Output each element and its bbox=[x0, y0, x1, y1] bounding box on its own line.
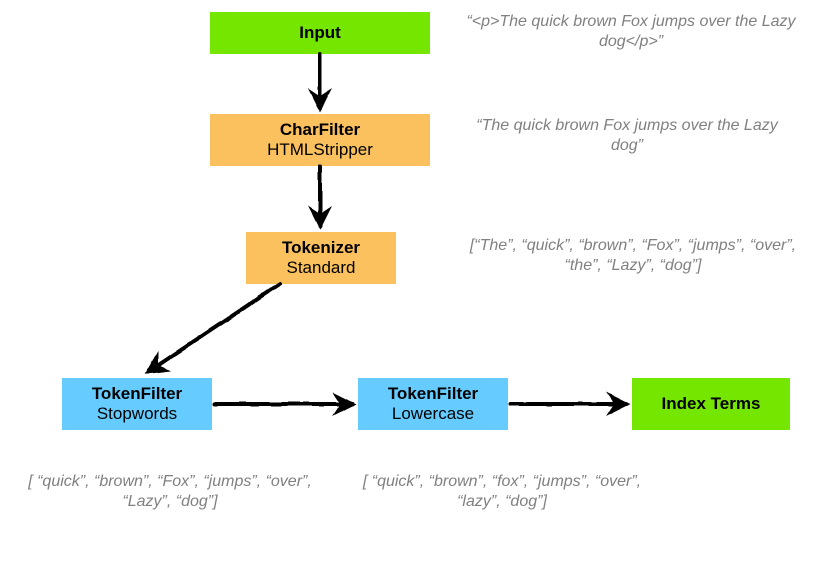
node-input: Input bbox=[210, 12, 430, 54]
annotation-lowercase: [ “quick”, “brown”, “fox”, “jumps”, “ove… bbox=[342, 472, 662, 512]
node-tokenizer: Tokenizer Standard bbox=[246, 232, 396, 284]
node-tokenizer-subtitle: Standard bbox=[246, 258, 396, 278]
node-stopwords-title: TokenFilter bbox=[62, 384, 212, 404]
node-lowercase: TokenFilter Lowercase bbox=[358, 378, 508, 430]
node-tokenizer-title: Tokenizer bbox=[246, 238, 396, 258]
node-charfilter: CharFilter HTMLStripper bbox=[210, 114, 430, 166]
node-lowercase-subtitle: Lowercase bbox=[358, 404, 508, 424]
node-charfilter-subtitle: HTMLStripper bbox=[210, 140, 430, 160]
edge-tokenizer-to-stopwords bbox=[148, 284, 280, 372]
node-charfilter-title: CharFilter bbox=[210, 120, 430, 140]
node-stopwords: TokenFilter Stopwords bbox=[62, 378, 212, 430]
annotation-stopwords: [ “quick”, “brown”, “Fox”, “jumps”, “ove… bbox=[10, 472, 330, 512]
node-lowercase-title: TokenFilter bbox=[358, 384, 508, 404]
annotation-charfilter: “The quick brown Fox jumps over the Lazy… bbox=[472, 116, 782, 156]
node-stopwords-subtitle: Stopwords bbox=[62, 404, 212, 424]
node-indexterms: Index Terms bbox=[632, 378, 790, 430]
node-input-title: Input bbox=[210, 23, 430, 43]
annotation-tokenizer: [“The”, “quick”, “brown”, “Fox”, “jumps”… bbox=[458, 236, 808, 276]
node-indexterms-title: Index Terms bbox=[632, 394, 790, 414]
annotation-input: “<p>The quick brown Fox jumps over the L… bbox=[466, 12, 796, 52]
